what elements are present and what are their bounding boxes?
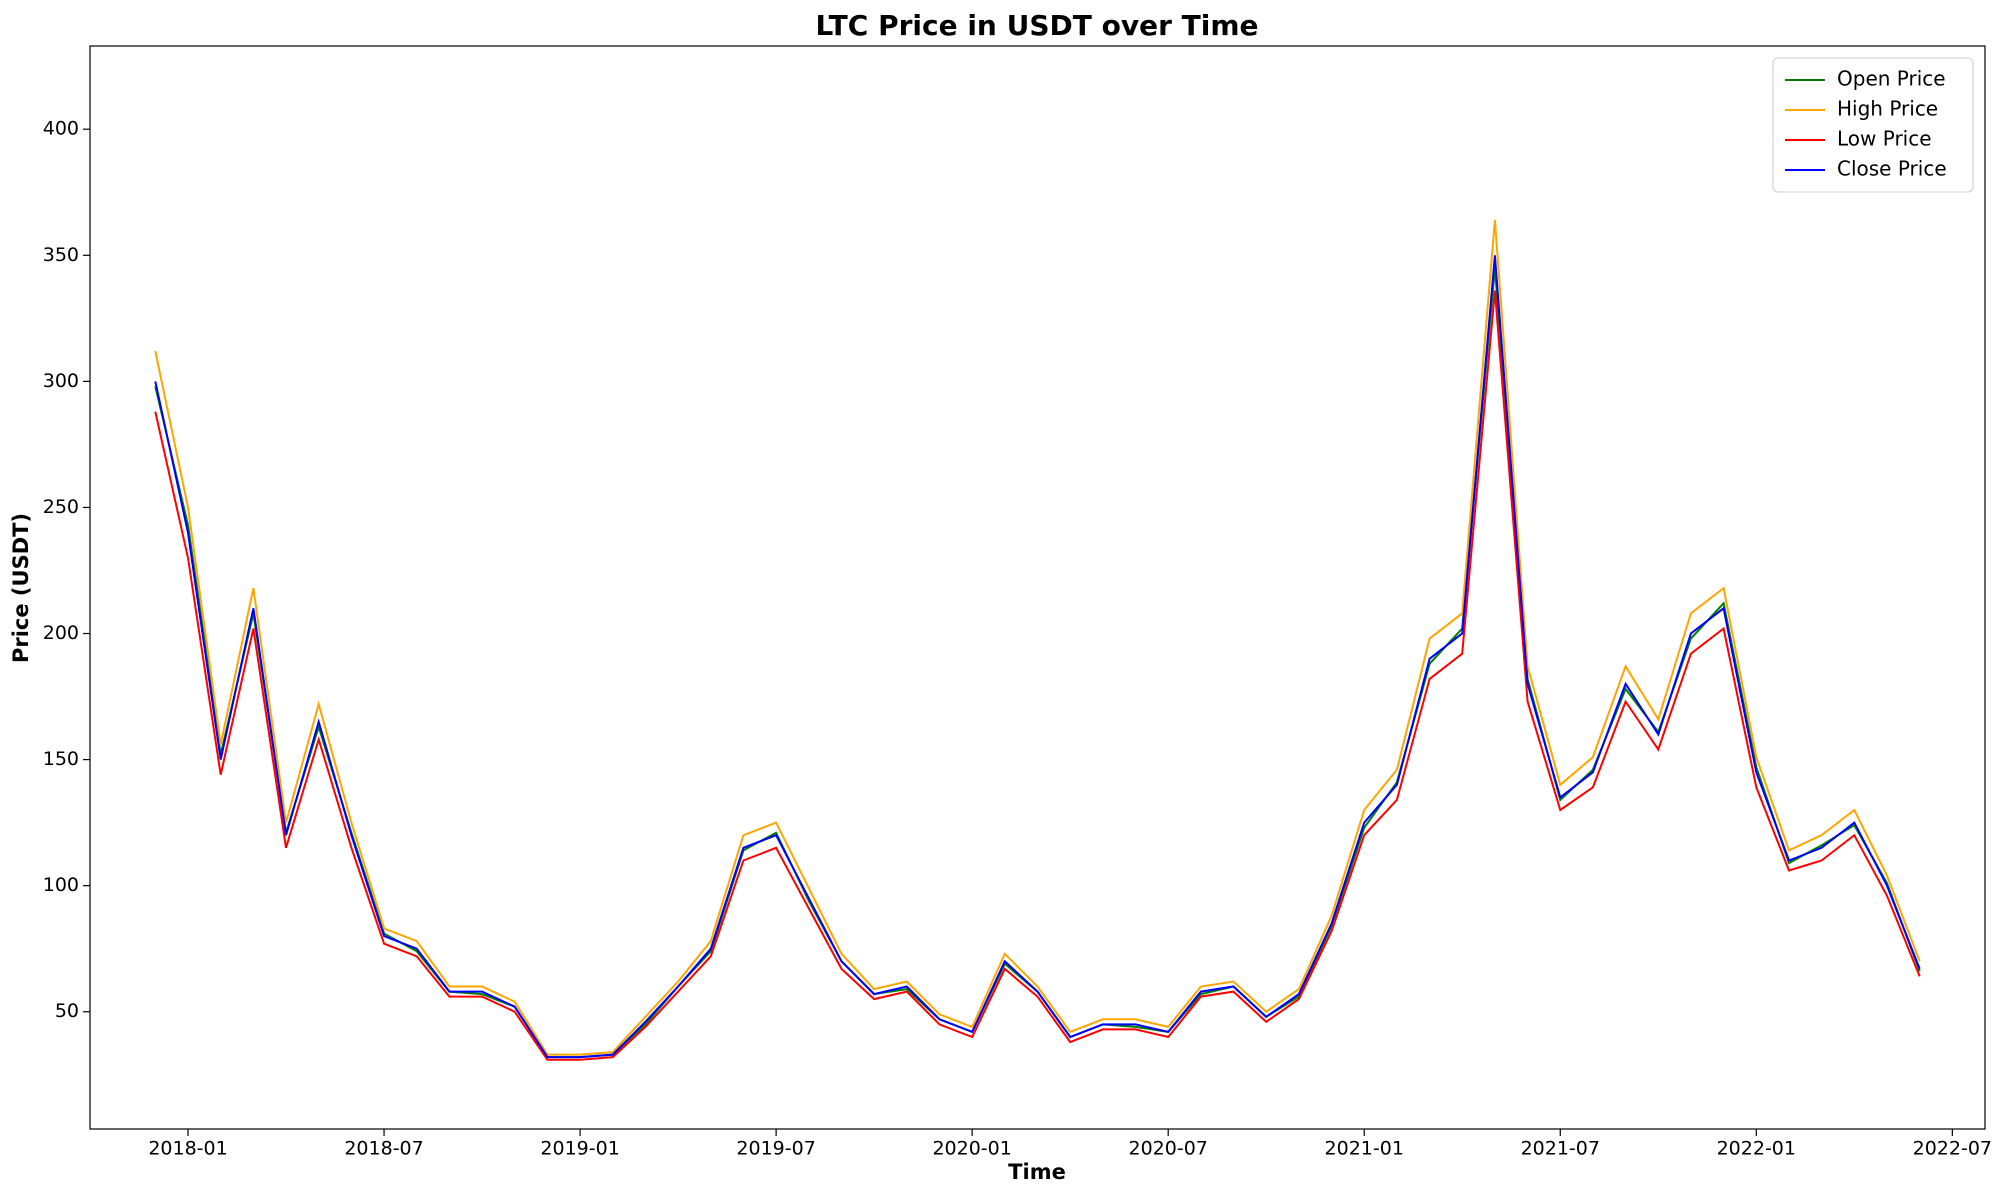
x-tick-label: 2019-07 <box>736 1138 815 1160</box>
x-tick-label: 2019-01 <box>540 1138 619 1160</box>
price-line <box>154 219 1921 1056</box>
x-tick-label: 2021-01 <box>1325 1138 1404 1160</box>
x-axis-label: Time <box>1008 1160 1066 1184</box>
x-tick-label: 2018-01 <box>148 1138 227 1160</box>
x-tick-label: 2022-01 <box>1717 1138 1796 1160</box>
x-tick-label: 2020-01 <box>932 1138 1011 1160</box>
y-tick-label: 150 <box>43 748 79 770</box>
y-tick-label: 50 <box>55 1000 79 1022</box>
axes-frame <box>89 45 1986 1130</box>
x-tick-label: 2022-07 <box>1913 1138 1992 1160</box>
y-tick-label: 200 <box>43 622 79 644</box>
x-tick-label: 2018-07 <box>344 1138 423 1160</box>
x-tick-label: 2021-07 <box>1521 1138 1600 1160</box>
x-tick-label: 2020-07 <box>1128 1138 1207 1160</box>
chart-title: LTC Price in USDT over Time <box>815 9 1258 42</box>
legend-label: Close Price <box>1837 157 1947 181</box>
legend-label: Open Price <box>1837 67 1946 91</box>
legend-label: High Price <box>1837 97 1938 121</box>
legend-box <box>1772 57 1974 193</box>
y-tick-label: 400 <box>43 118 79 140</box>
y-tick-label: 350 <box>43 244 79 266</box>
y-tick-label: 300 <box>43 370 79 392</box>
y-tick-label: 100 <box>43 874 79 896</box>
plot-area <box>154 219 1921 1061</box>
y-axis-label: Price (USDT) <box>9 513 33 663</box>
legend-label: Low Price <box>1837 127 1932 151</box>
price-line <box>154 267 1921 1059</box>
y-tick-label: 250 <box>43 496 79 518</box>
price-line <box>154 255 1921 1059</box>
price-line <box>154 290 1921 1061</box>
